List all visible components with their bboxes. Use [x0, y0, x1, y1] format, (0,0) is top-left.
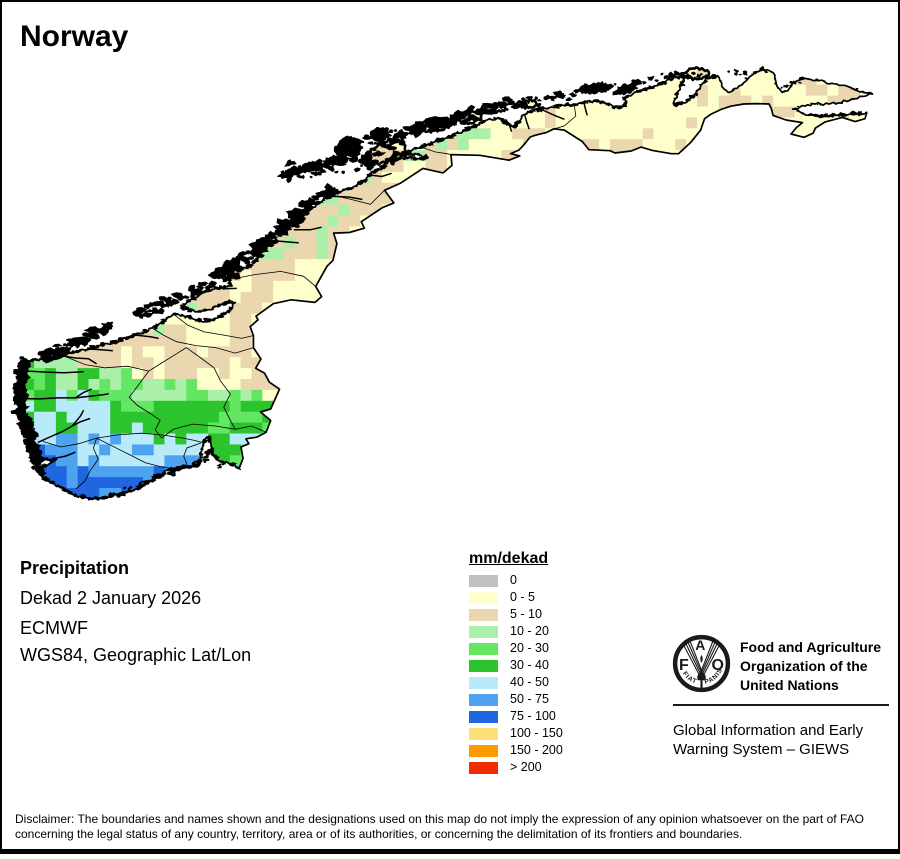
svg-text:O: O: [712, 657, 724, 674]
svg-text:F: F: [679, 657, 689, 674]
svg-text:A: A: [695, 637, 705, 653]
